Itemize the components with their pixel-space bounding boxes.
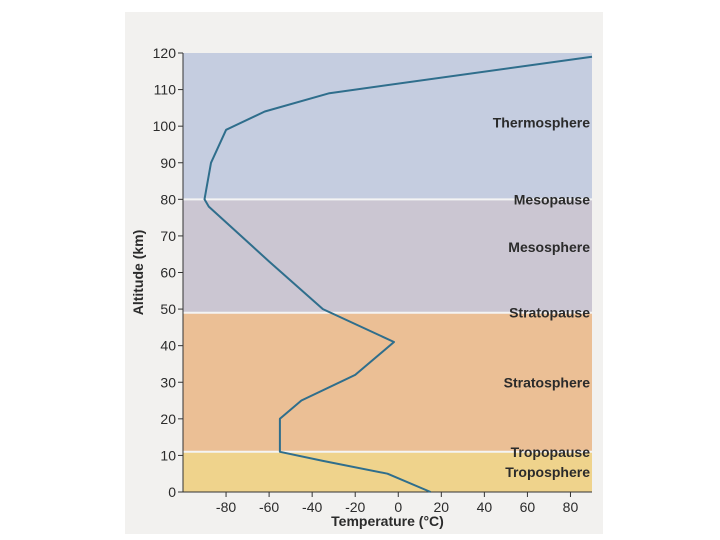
y-tick-label: 20 (160, 411, 176, 427)
band-mesosphere (183, 199, 592, 313)
layer-separators (183, 198, 592, 453)
x-tick-label: 20 (434, 499, 450, 515)
x-tick-label: -20 (345, 499, 365, 515)
y-axis-title: Altitude (km) (130, 230, 146, 316)
x-tick-label: 80 (563, 499, 579, 515)
layer-label-mesopause: Mesopause (514, 191, 590, 207)
layer-label-troposphere: Troposphere (505, 464, 590, 480)
x-tick-label: -40 (302, 499, 322, 515)
atmosphere-temperature-chart: 0 10 20 30 40 50 60 70 80 90 100 110 120 -80 -60 -40 -2… (130, 45, 593, 529)
x-tick-label: 40 (477, 499, 493, 515)
x-tick-label: -80 (216, 499, 236, 515)
x-tick-label: -60 (259, 499, 279, 515)
x-tick-label: 60 (520, 499, 536, 515)
layer-label-stratopause: Stratopause (509, 305, 590, 321)
atmosphere-figure: 0 10 20 30 40 50 60 70 80 90 100 110 120 -80 -60 -40 -2… (125, 12, 603, 534)
y-tick-label: 100 (153, 118, 177, 134)
y-tick-label: 0 (168, 484, 176, 500)
atmosphere-layer-bands (183, 53, 592, 492)
y-tick-label: 40 (160, 338, 176, 354)
layer-label-stratosphere: Stratosphere (504, 374, 591, 390)
layer-label-mesosphere: Mesosphere (508, 239, 590, 255)
y-tick-label: 110 (154, 82, 177, 98)
y-tick-label: 120 (153, 45, 177, 61)
y-tick-label: 60 (160, 265, 176, 281)
band-stratosphere (183, 312, 592, 452)
band-thermosphere (183, 53, 592, 200)
y-axis-ticks: 0 10 20 30 40 50 60 70 80 90 100 110 120 (153, 45, 183, 500)
y-tick-label: 50 (160, 301, 176, 317)
x-axis-title: Temperature (°C) (331, 513, 444, 529)
x-axis-ticks: -80 -60 -40 -20 0 20 40 60 80 (216, 492, 579, 515)
y-tick-label: 90 (160, 155, 176, 171)
y-tick-label: 10 (160, 447, 176, 463)
y-tick-label: 30 (160, 374, 176, 390)
y-tick-label: 80 (160, 191, 176, 207)
temperature-profile-line (203, 55, 593, 493)
layer-label-thermosphere: Thermosphere (493, 115, 590, 131)
band-troposphere (183, 451, 592, 492)
x-tick-label: 0 (394, 499, 402, 515)
layer-labels: Thermosphere Mesopause Mesosphere Stratopau… (493, 115, 590, 480)
layer-label-tropopause: Tropopause (511, 444, 591, 460)
y-tick-label: 70 (160, 228, 176, 244)
